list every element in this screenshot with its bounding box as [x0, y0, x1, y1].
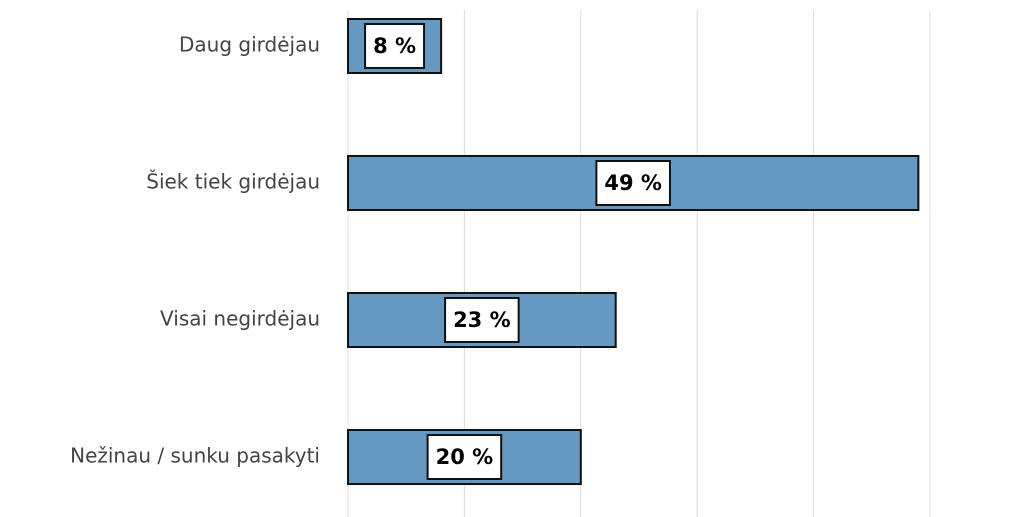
value-label: 49 % — [604, 171, 662, 195]
category-label: Visai negirdėjau — [160, 307, 320, 331]
value-label: 20 % — [436, 445, 494, 469]
category-label: Šiek tiek girdėjau — [146, 170, 320, 194]
value-label-box — [595, 160, 671, 206]
value-label: 23 % — [453, 308, 511, 332]
category-label: Daug girdėjau — [179, 33, 320, 57]
value-label-box — [364, 23, 426, 69]
value-label-box — [444, 297, 520, 343]
category-label: Nežinau / sunku pasakyti — [70, 444, 320, 468]
value-label: 8 % — [373, 34, 416, 58]
value-label-box — [426, 434, 503, 480]
